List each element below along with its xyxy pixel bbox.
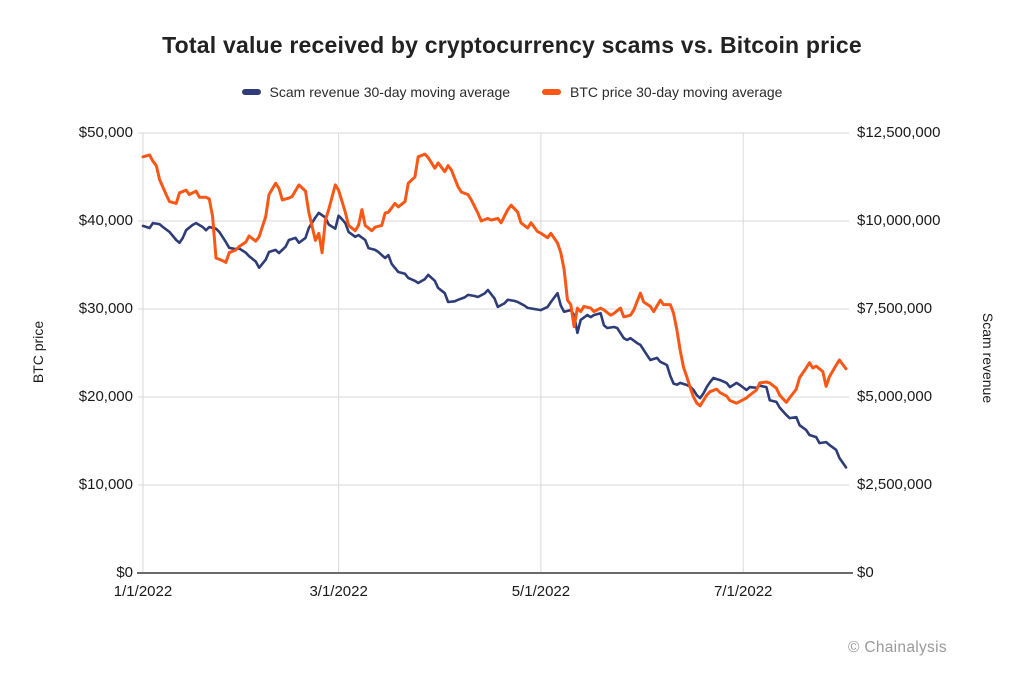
legend-item-btc-price: BTC price 30-day moving average <box>542 84 782 100</box>
right-axis-tick-label: $7,500,000 <box>857 300 933 317</box>
left-axis-tick-label: $30,000 <box>78 300 133 317</box>
btc-price-swatch-icon <box>542 89 562 95</box>
chainalysis-watermark: © Chainalysis <box>848 639 947 656</box>
legend: Scam revenue 30-day moving average BTC p… <box>0 84 1024 100</box>
legend-item-scam-revenue: Scam revenue 30-day moving average <box>241 84 511 100</box>
left-axis-tick-label: $20,000 <box>78 388 133 405</box>
left-axis-tick-label: $40,000 <box>78 212 133 229</box>
right-axis-tick-label: $2,500,000 <box>857 476 933 493</box>
x-axis-tick-label: 7/1/2022 <box>713 583 773 600</box>
x-axis-tick-label: 1/1/2022 <box>113 583 173 600</box>
scam-revenue-line <box>141 211 848 469</box>
chart-title: Total value received by cryptocurrency s… <box>162 32 862 58</box>
x-axis-tick-label: 3/1/2022 <box>309 583 368 600</box>
btc-price-line <box>141 152 848 408</box>
scam-revenue-swatch-icon <box>241 89 261 95</box>
left-axis-tick-label: $10,000 <box>78 476 133 493</box>
x-axis-tick-label: 5/1/2022 <box>511 583 571 600</box>
right-axis-tick-label: $5,000,000 <box>857 388 933 405</box>
right-axis-tick-label: $0 <box>857 564 874 581</box>
left-axis-tick-label: $0 <box>116 564 133 581</box>
legend-label-scam-revenue: Scam revenue 30-day moving average <box>269 84 511 100</box>
left-axis-tick-label: $50,000 <box>78 124 133 141</box>
plot-area <box>137 132 853 574</box>
legend-label-btc-price: BTC price 30-day moving average <box>570 84 783 100</box>
right-axis-tick-label: $10,000,000 <box>857 212 941 229</box>
right-axis-tick-label: $12,500,000 <box>857 124 941 141</box>
left-axis-title: BTC price <box>30 320 46 384</box>
